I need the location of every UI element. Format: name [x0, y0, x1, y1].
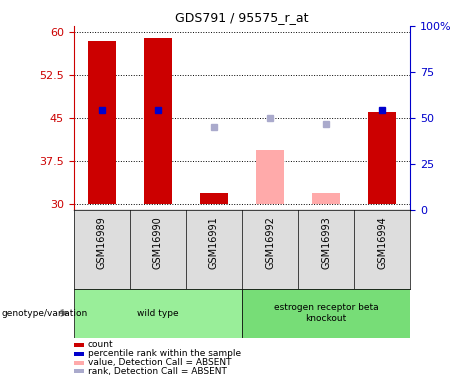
- Bar: [242, 289, 410, 338]
- Text: GSM16994: GSM16994: [377, 216, 387, 269]
- Bar: [88, 40, 116, 204]
- Text: rank, Detection Call = ABSENT: rank, Detection Call = ABSENT: [88, 367, 226, 375]
- Text: GSM16992: GSM16992: [265, 216, 275, 269]
- Bar: [74, 289, 242, 338]
- Bar: [200, 193, 228, 204]
- Text: estrogen receptor beta
knockout: estrogen receptor beta knockout: [274, 303, 378, 323]
- Text: GSM16990: GSM16990: [153, 216, 163, 269]
- Bar: [312, 193, 340, 204]
- Bar: [368, 112, 396, 204]
- Text: GSM16989: GSM16989: [97, 216, 107, 269]
- Bar: [256, 150, 284, 204]
- Text: genotype/variation: genotype/variation: [1, 309, 88, 318]
- Bar: [144, 38, 172, 204]
- Text: count: count: [88, 340, 113, 349]
- Title: GDS791 / 95575_r_at: GDS791 / 95575_r_at: [175, 11, 309, 24]
- Text: GSM16991: GSM16991: [209, 216, 219, 269]
- Text: percentile rank within the sample: percentile rank within the sample: [88, 349, 241, 358]
- Text: value, Detection Call = ABSENT: value, Detection Call = ABSENT: [88, 358, 231, 367]
- Text: GSM16993: GSM16993: [321, 216, 331, 269]
- Text: wild type: wild type: [137, 309, 179, 318]
